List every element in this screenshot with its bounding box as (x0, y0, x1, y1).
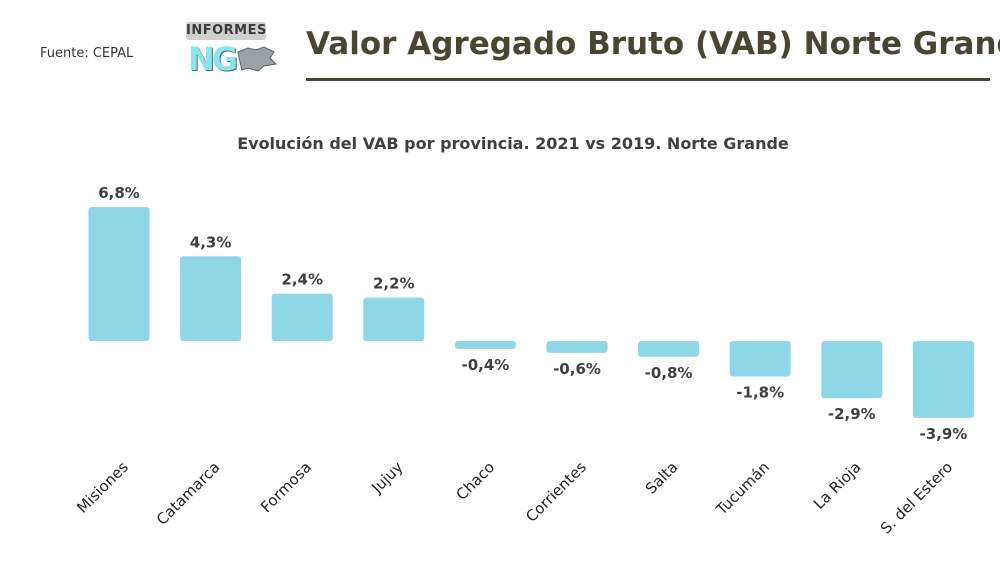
value-label: -0,4% (461, 356, 509, 374)
category-label: Catamarca (153, 458, 224, 529)
title-underline (306, 78, 990, 81)
chart-title: Evolución del VAB por provincia. 2021 vs… (237, 134, 789, 153)
logo-mark: NG (188, 40, 238, 78)
bar-chaco (454, 341, 516, 349)
bar-jujuy (363, 297, 425, 341)
category-label: Misiones (73, 458, 132, 517)
value-label: -3,9% (919, 425, 967, 443)
source-note: Fuente: CEPAL (40, 46, 134, 61)
category-label: Corrientes (522, 458, 590, 526)
category-label: Jujuy (367, 458, 406, 497)
bar-corrientes (546, 341, 608, 353)
category-label: Formosa (257, 458, 315, 516)
bar-salta (638, 341, 700, 357)
category-label: Salta (642, 458, 682, 498)
bar-formosa (271, 293, 333, 341)
value-label: 6,8% (98, 184, 140, 202)
value-label: 2,4% (281, 271, 323, 289)
category-label: Chaco (453, 458, 499, 504)
bar-catamarca (180, 256, 242, 341)
value-label: -2,9% (828, 405, 876, 423)
value-label: -0,6% (553, 360, 601, 378)
bar-la-rioja (821, 341, 883, 399)
logo-badge: INFORMES (186, 22, 267, 40)
value-label: -1,8% (736, 383, 784, 401)
category-label: La Rioja (810, 458, 865, 513)
bar-misiones (88, 207, 150, 341)
value-label: -0,8% (645, 364, 693, 382)
bar-s-del-estero (912, 341, 974, 418)
value-label: 2,2% (373, 275, 415, 293)
page-title: Valor Agregado Bruto (VAB) Norte Grande (306, 26, 1000, 62)
map-icon (237, 46, 278, 72)
category-label: S. del Estero (877, 458, 956, 537)
value-label: 4,3% (190, 233, 232, 251)
bar-tucum-n (729, 341, 791, 377)
category-label: Tucumán (712, 458, 773, 519)
informes-ng-logo: INFORMES NG (186, 20, 286, 82)
